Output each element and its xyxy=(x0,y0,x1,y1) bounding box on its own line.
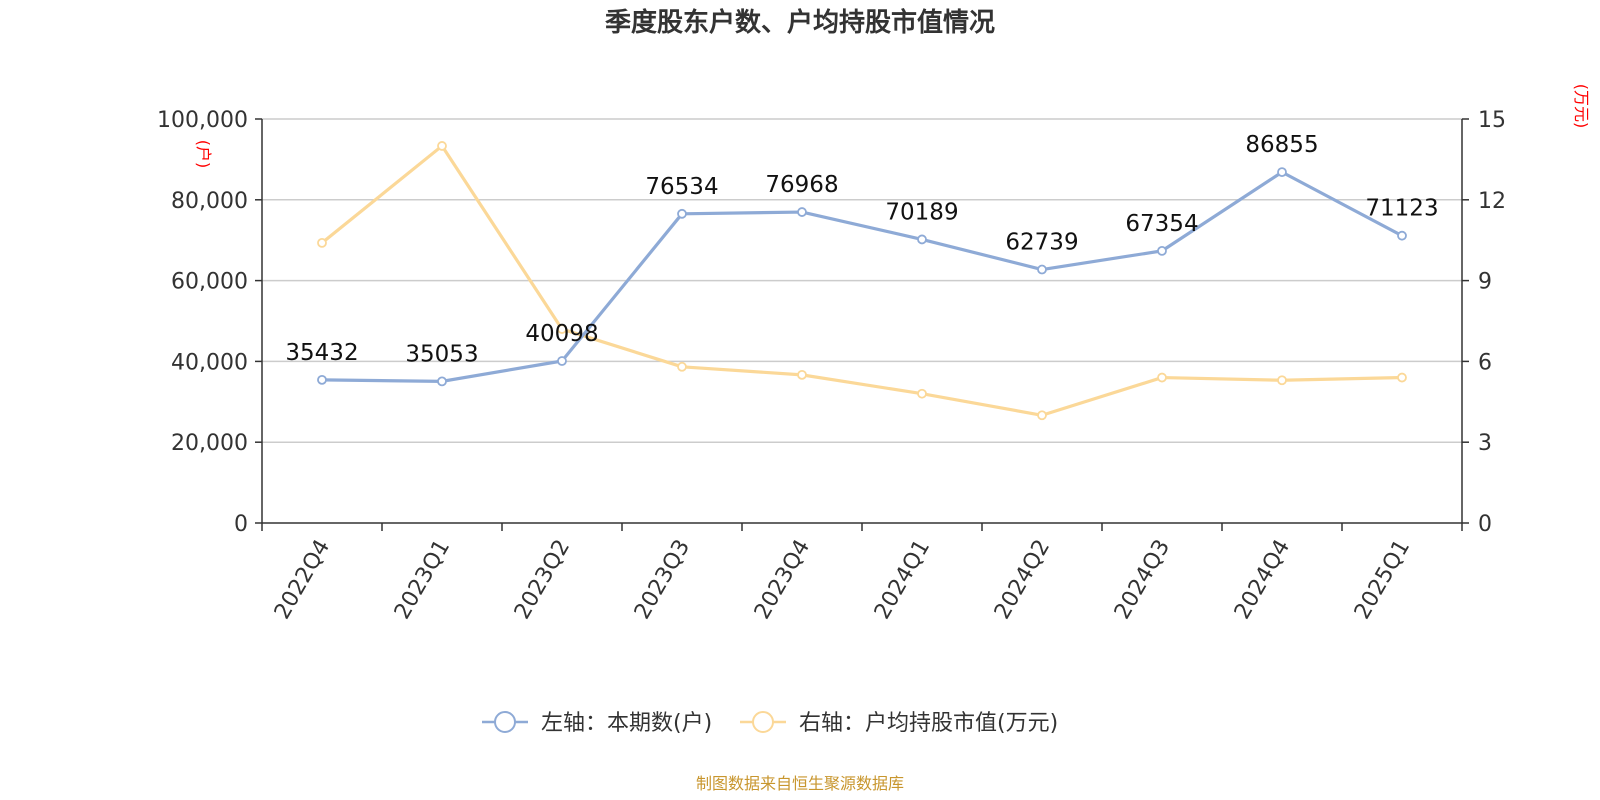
data-point xyxy=(677,361,687,372)
left-tick-label: 20,000 xyxy=(171,431,248,456)
legend-label: 左轴：本期数(户) xyxy=(541,711,712,736)
x-tick-label: 2024Q4 xyxy=(1230,536,1295,624)
data-label: 35432 xyxy=(285,340,358,366)
data-point xyxy=(317,374,327,385)
x-tick-label: 2023Q1 xyxy=(390,536,455,624)
legend-item: 右轴：户均持股市值(万元) xyxy=(740,711,1058,736)
x-tick-label: 2023Q4 xyxy=(750,536,815,624)
data-point xyxy=(317,237,327,248)
data-label: 71123 xyxy=(1365,196,1438,222)
data-point xyxy=(1397,372,1407,383)
left-tick-label: 60,000 xyxy=(171,270,248,295)
data-label: 76534 xyxy=(645,174,718,200)
right-tick-label: 3 xyxy=(1478,431,1492,456)
grid-lines xyxy=(262,118,1462,443)
series-avg-holding-value xyxy=(317,141,1407,421)
legend-circle-icon xyxy=(494,711,516,733)
data-point xyxy=(1157,245,1167,256)
series-holder-count xyxy=(317,167,1407,387)
right-tick-label: 6 xyxy=(1478,350,1492,375)
data-point xyxy=(1397,230,1407,241)
data-point xyxy=(1277,375,1287,386)
left-tick-label: 40,000 xyxy=(171,350,248,375)
data-point xyxy=(797,369,807,380)
axes xyxy=(261,119,1463,524)
x-tick-label: 2023Q3 xyxy=(630,536,695,624)
data-point xyxy=(557,324,567,334)
legend-circle-icon xyxy=(752,711,774,733)
right-tick-label: 0 xyxy=(1478,512,1492,537)
right-tick-label: 15 xyxy=(1478,108,1506,133)
source-note: 制图数据来自恒生聚源数据库 xyxy=(696,774,904,793)
series-line xyxy=(320,144,1403,417)
left-tick-label: 0 xyxy=(234,512,248,537)
data-point xyxy=(1037,264,1047,275)
data-point xyxy=(797,207,807,217)
legend-item: 左轴：本期数(户) xyxy=(482,711,712,736)
data-point xyxy=(437,376,447,387)
x-tick-label: 2025Q1 xyxy=(1350,536,1415,624)
right-tick-label: 12 xyxy=(1478,189,1506,214)
x-tick-label: 2022Q4 xyxy=(270,536,335,624)
right-tick-label: 9 xyxy=(1478,270,1492,295)
data-label: 35053 xyxy=(405,341,478,367)
data-label: 62739 xyxy=(1005,230,1078,256)
right-axis-ticks: 0 3 6 9 12 15 xyxy=(1462,108,1506,537)
data-label: 67354 xyxy=(1125,211,1198,237)
x-tick-label: 2024Q1 xyxy=(870,536,935,624)
data-label: 40098 xyxy=(525,321,598,347)
left-axis-unit: (户) xyxy=(194,140,213,169)
chart-title: 季度股东户数、户均持股市值情况 xyxy=(605,7,995,38)
data-point xyxy=(437,141,447,151)
x-tick-label: 2024Q2 xyxy=(990,536,1055,624)
x-tick-label: 2023Q2 xyxy=(510,536,575,624)
x-tick-label: 2024Q3 xyxy=(1110,536,1175,624)
left-axis-ticks: 0 20,000 40,000 60,000 80,000 100,000 xyxy=(157,108,262,537)
data-point xyxy=(1277,167,1287,178)
data-label: 86855 xyxy=(1245,132,1318,158)
data-point xyxy=(1037,410,1047,421)
data-point xyxy=(1157,372,1167,383)
data-point xyxy=(557,356,567,366)
legend: 左轴：本期数(户) 右轴：户均持股市值(万元) xyxy=(482,711,1058,736)
data-label: 70189 xyxy=(885,199,958,225)
series-layer xyxy=(317,141,1407,421)
left-tick-label: 100,000 xyxy=(157,108,248,133)
data-point xyxy=(677,208,687,219)
data-labels: 35432 35053 40098 76534 76968 70189 62739 67354… xyxy=(285,132,1438,367)
data-label: 76968 xyxy=(765,172,838,198)
series-line xyxy=(321,170,1403,383)
left-tick-label: 80,000 xyxy=(171,189,248,214)
legend-label: 右轴：户均持股市值(万元) xyxy=(799,711,1058,736)
x-axis-ticks: 2022Q4 2023Q1 2023Q2 2023Q3 2023Q4 2024Q1 2024… xyxy=(261,523,1463,624)
data-point xyxy=(917,388,927,399)
right-axis-unit: (万元) xyxy=(1572,84,1591,129)
data-point xyxy=(917,234,927,245)
